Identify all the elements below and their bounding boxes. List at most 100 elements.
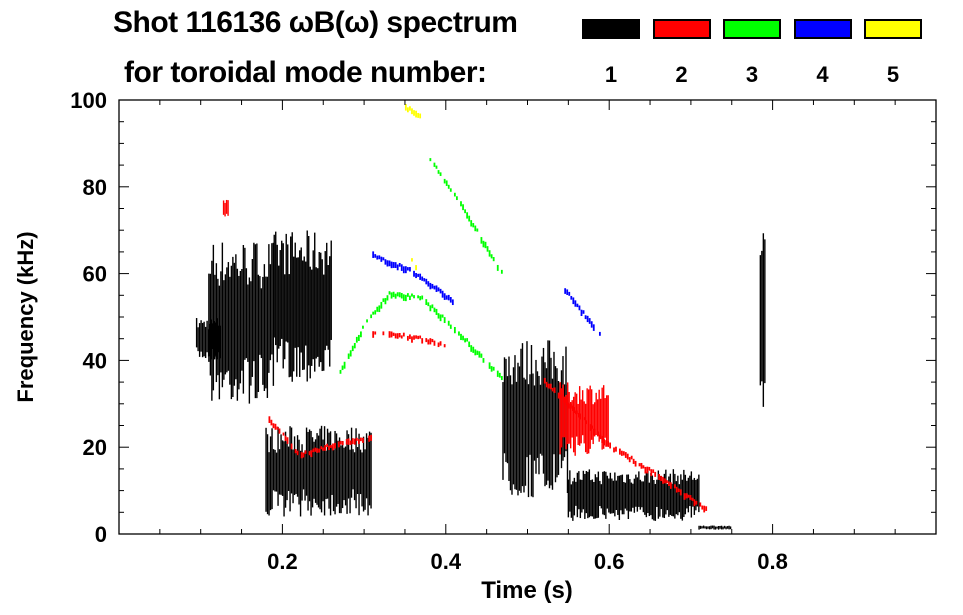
mode-2-track-point: [666, 480, 668, 484]
mode-5-track-point: [413, 110, 415, 116]
mode-3-track-point: [339, 369, 342, 374]
mode-2-track-point: [339, 440, 342, 445]
mode-2-track-point: [312, 448, 315, 453]
mode-2-track-point: [551, 387, 554, 392]
mode-3-track-point: [409, 295, 411, 301]
mode-3-track-point: [388, 291, 391, 295]
mode-2-track-point: [603, 439, 606, 446]
mode-3-track-point: [449, 324, 452, 329]
mode-4-track-point: [423, 278, 426, 282]
mode-2-track-point: [429, 338, 432, 345]
mode-2-track-point: [437, 342, 440, 348]
mode-3-track-point: [351, 345, 354, 352]
mode-3-track-point: [374, 310, 377, 315]
mode-2-track-point: [320, 446, 323, 450]
mode-2-track-point: [296, 450, 299, 456]
mode-2-track-point: [274, 423, 277, 430]
mode-2-track-point: [620, 450, 623, 456]
mode-3-track-point: [406, 293, 409, 297]
mode-3-track-point: [372, 311, 375, 315]
mode-2-track-point: [316, 448, 319, 453]
mode-2-track-point: [276, 426, 279, 430]
mode-2-track-point: [400, 335, 403, 339]
legend-swatch-mode-1: [582, 19, 640, 39]
y-tick-label: 40: [83, 348, 107, 373]
mode-2-track-point: [567, 402, 570, 409]
mode-3-track-point: [429, 158, 432, 162]
mode-3-track-point: [482, 358, 485, 363]
mode-2-track-point: [351, 438, 354, 445]
mode-2-track-point: [573, 407, 576, 413]
mode-3-track-point: [411, 293, 413, 297]
mode-3-track-point: [460, 201, 462, 207]
mode-3-track-point: [472, 223, 475, 228]
mode-4-track-point: [384, 259, 387, 265]
mode-3-track-point: [458, 331, 460, 336]
mode-2-track-point: [308, 451, 311, 456]
mode-3-track-point: [480, 353, 483, 358]
x-tick-label: 0.8: [757, 549, 788, 574]
mode-4-track-point: [441, 290, 444, 298]
legend-swatch-mode-5: [864, 19, 922, 39]
mode-3-track-point: [462, 204, 464, 211]
mode-2-track-point: [609, 442, 611, 449]
mode-3-track-point: [466, 338, 469, 342]
mode-3-track-point: [429, 305, 432, 312]
mode-2-track-point: [642, 465, 645, 469]
mode-4-track-point: [402, 266, 405, 274]
mode-3-track-point: [462, 335, 464, 341]
mode-3-track-point: [435, 308, 438, 315]
mode-2-track-point: [374, 331, 377, 335]
mode-3-track-point: [496, 370, 499, 377]
mode-2-track-point: [640, 462, 643, 469]
mode-3-track-point: [366, 319, 368, 323]
mode-2-track-point: [650, 469, 653, 477]
mode-5-track-point: [415, 110, 417, 118]
mode-3-track-point: [498, 372, 501, 378]
mode-4-track-point: [435, 285, 438, 292]
mode-2-track-point: [545, 381, 548, 388]
mode-2-track-point: [421, 338, 424, 344]
mode-3-track-point: [360, 331, 362, 338]
mode-2-track-point: [370, 434, 373, 441]
mode-5-track-point: [406, 107, 409, 113]
mode-2-track-point: [571, 405, 574, 411]
mode-3-track-point: [435, 165, 438, 169]
mode-2-track-point: [431, 338, 434, 343]
mode-3-track-point: [464, 209, 466, 214]
mode-3-track-point: [468, 341, 471, 348]
mode-3-track-point: [404, 294, 407, 302]
mode-5-track-point: [411, 108, 413, 115]
mode-2-track-point: [322, 447, 325, 451]
mode-2-track-point: [409, 334, 411, 340]
mode-5-track-point: [419, 113, 422, 119]
mode-3-track-point: [341, 365, 344, 371]
mode-2-track-point: [601, 436, 604, 444]
mode-4-track-point: [582, 310, 585, 314]
mode-2-track-point: [579, 413, 582, 420]
y-tick-label: 100: [70, 88, 107, 113]
mode-2-track-point: [685, 493, 688, 499]
mode-2-track-point: [398, 333, 401, 338]
mode-3-track-point: [490, 366, 493, 372]
legend-label-mode-3: 3: [745, 62, 759, 87]
mode-2-track-point: [417, 335, 420, 340]
mode-2-track-point: [357, 439, 360, 445]
mode-3-track-point: [474, 225, 477, 232]
mode-5-track-point: [417, 112, 420, 118]
mode-3-track-point: [384, 298, 387, 305]
mode-4-track-point: [570, 295, 573, 300]
mode-2-track-point: [607, 441, 610, 447]
mode-3-track-point: [433, 307, 436, 313]
mode-2-track-point: [439, 341, 442, 346]
mode-2-track-point: [646, 466, 649, 474]
mode-3-track-point: [480, 237, 483, 244]
mode-3-track-point: [357, 334, 360, 341]
mode-3-track-point: [417, 295, 420, 299]
mode-4-track-point: [374, 254, 377, 258]
mode-2-track-point: [286, 437, 289, 444]
mode-2-track-point: [328, 445, 330, 451]
mode-2-track-point: [691, 497, 694, 501]
mode-2-track-point: [660, 475, 662, 482]
mode-3-track-point: [443, 317, 446, 324]
